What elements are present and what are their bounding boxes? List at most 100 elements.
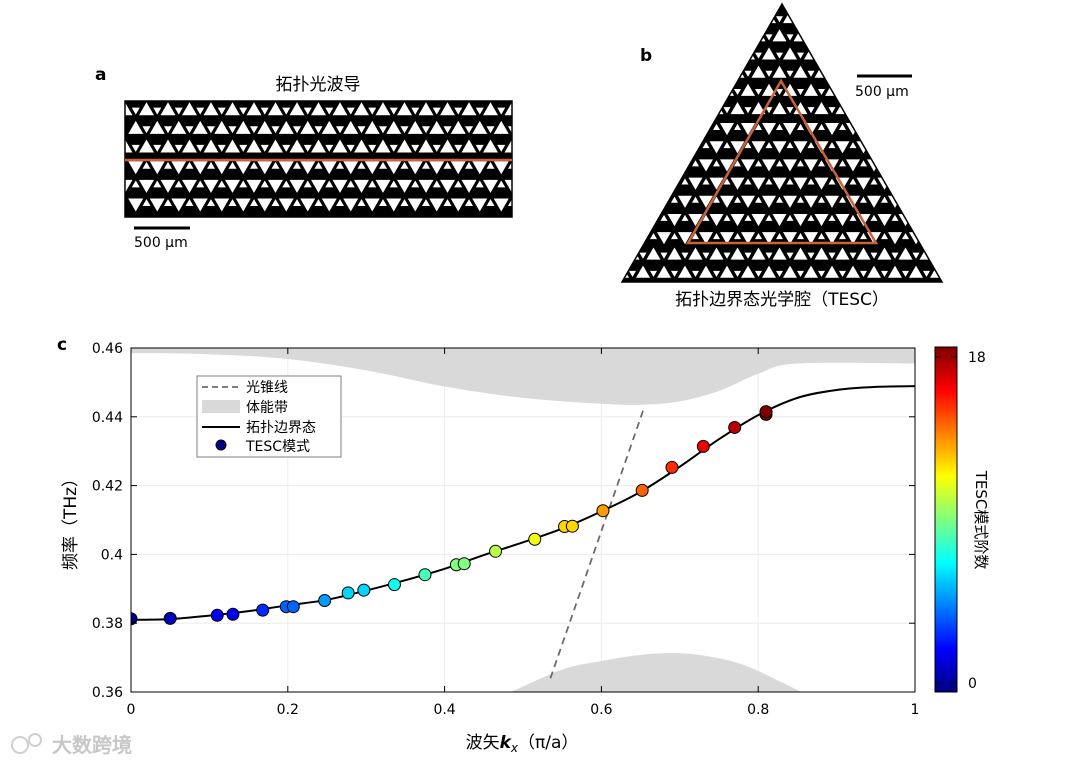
lattice-hole [891, 142, 899, 149]
lattice-hole [475, 144, 484, 152]
lattice-hole [454, 107, 463, 115]
lattice-hole [860, 16, 867, 23]
lattice-hole [486, 199, 495, 207]
x-tick-label: 0.4 [433, 702, 455, 718]
lattice-hole [671, 233, 678, 240]
lattice-hole [386, 120, 402, 134]
lattice-hole [741, 159, 755, 172]
lattice-hole [923, 233, 930, 240]
lattice-hole [418, 179, 434, 193]
light-cone-line [549, 406, 646, 679]
lattice-hole [776, 270, 783, 277]
lattice-hole [713, 196, 720, 203]
lattice-hole [629, 196, 636, 203]
lattice-hole [483, 102, 498, 116]
lattice-hole [814, 213, 829, 227]
lattice-hole [898, 29, 913, 42]
lattice-hole [776, 196, 783, 203]
lattice-hole [657, 11, 671, 24]
lattice-hole [772, 247, 787, 260]
lattice-hole [629, 16, 636, 23]
lattice-hole [639, 107, 647, 114]
lattice-hole [797, 16, 804, 23]
lattice-hole [797, 88, 804, 96]
lattice-hole [678, 123, 692, 136]
lattice-hole [688, 29, 703, 42]
lattice-hole [493, 198, 509, 212]
lattice-hole [289, 102, 305, 116]
lattice-hole [461, 179, 477, 193]
lattice-hole [797, 160, 804, 167]
lattice-hole [723, 142, 731, 149]
lattice-hole [741, 265, 755, 278]
lattice-hole [702, 252, 710, 259]
lattice-hole [671, 52, 678, 59]
lattice-hole [681, 142, 689, 149]
lattice-hole [720, 47, 734, 60]
lattice-hole [268, 179, 283, 193]
lattice-hole [912, 214, 920, 221]
lattice-hole [678, 11, 692, 24]
lattice-hole [142, 126, 151, 134]
lattice-hole [783, 195, 797, 208]
lattice-hole [881, 196, 888, 203]
tesc-mode-point [696, 439, 710, 453]
lattice-hole [207, 126, 215, 134]
lattice-hole [776, 52, 783, 59]
lattice-hole [772, 213, 787, 227]
lattice-hole [793, 177, 808, 190]
lattice-hole [860, 270, 867, 277]
lattice-hole [321, 198, 337, 212]
lattice-hole [888, 123, 902, 136]
lattice-hole [192, 198, 208, 212]
lattice-hole [965, 16, 972, 22]
lattice-hole [765, 34, 773, 41]
lattice-hole [515, 121, 530, 134]
lattice-hole [508, 199, 512, 207]
lattice-hole [744, 70, 752, 77]
lattice-hole [744, 252, 752, 259]
lattice-hole [776, 123, 783, 130]
tesc-mode-point [357, 583, 371, 597]
lattice-hole [839, 52, 846, 59]
lattice-hole [472, 120, 488, 134]
lattice-hole [218, 218, 226, 225]
lattice-hole [271, 126, 280, 134]
lattice-hole [965, 89, 972, 95]
lattice-hole [411, 144, 420, 152]
lattice-hole [846, 11, 860, 24]
lattice-hole [636, 195, 650, 208]
lattice-hole [765, 107, 773, 114]
lattice-hole [228, 126, 237, 134]
lattice-hole [390, 218, 398, 225]
lattice-hole [720, 265, 734, 278]
lattice-hole [940, 141, 942, 154]
lattice-hole [709, 213, 724, 227]
lattice-hole [828, 142, 836, 149]
lattice-hole [783, 83, 797, 96]
lattice-hole [723, 252, 731, 259]
lattice-hole [692, 123, 699, 130]
lattice-hole [818, 88, 825, 96]
lattice-hole [519, 108, 527, 115]
lattice-hole [940, 177, 942, 190]
lattice-hole [755, 16, 762, 23]
lattice-hole [346, 144, 355, 152]
lattice-hole [311, 102, 326, 116]
lattice-hole [702, 107, 710, 114]
panel-a-title: 拓扑光波导 [276, 75, 361, 95]
lattice-hole [332, 179, 348, 193]
lattice-hole [709, 247, 724, 260]
lattice-hole [818, 233, 825, 240]
lattice-hole [933, 252, 941, 259]
lattice-hole [397, 217, 412, 230]
lattice-hole [765, 252, 773, 259]
lattice-hole [657, 232, 671, 245]
lattice-hole [278, 161, 294, 175]
tesc-mode-point [286, 600, 300, 614]
lattice-hole [646, 101, 661, 115]
lattice-hole [660, 214, 668, 221]
lattice-hole [835, 247, 850, 260]
lattice-hole [530, 199, 538, 206]
lattice-hole [660, 142, 668, 149]
